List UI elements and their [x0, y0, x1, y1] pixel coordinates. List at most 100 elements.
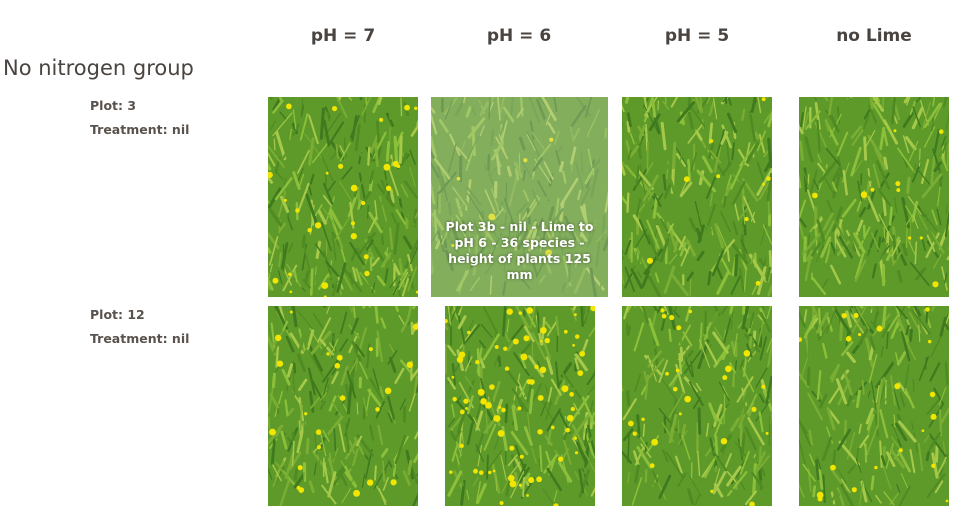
flower-dot — [289, 310, 293, 314]
flower-dot — [274, 334, 282, 342]
plot-photo-12-ph7[interactable] — [268, 306, 418, 506]
flower-dot — [590, 306, 595, 312]
flower-dot — [459, 443, 464, 449]
flower-dot — [661, 313, 667, 319]
flower-dot — [452, 396, 457, 402]
flower-dot — [350, 184, 358, 192]
flower-dot — [921, 429, 925, 433]
flower-dot — [931, 463, 936, 468]
group-title: No nitrogen group — [3, 56, 194, 80]
flower-dot — [544, 337, 551, 344]
flower-dot — [315, 429, 322, 435]
flower-dot — [478, 470, 484, 475]
flower-dot — [497, 429, 505, 437]
flower-dot — [749, 501, 755, 506]
flower-dot — [396, 164, 401, 169]
plot-photo-3-ph6[interactable]: Plot 3b - nil - Lime to pH 6 - 36 specie… — [431, 97, 608, 297]
flower-dot — [375, 407, 380, 412]
flower-dot — [925, 307, 930, 312]
flower-dot — [845, 336, 852, 342]
flower-dot — [289, 290, 293, 294]
flower-dot — [499, 501, 504, 505]
flower-dot — [489, 384, 495, 390]
plot-photo-12-ph5[interactable] — [622, 306, 772, 506]
flower-dot — [326, 352, 330, 356]
flower-dot — [475, 359, 480, 365]
flower-dot — [927, 339, 932, 344]
plot-photo-3-no-lime[interactable] — [799, 97, 949, 297]
flower-dot — [509, 445, 515, 451]
flower-dot — [509, 480, 517, 488]
flower-dot — [665, 371, 669, 376]
flower-dot — [523, 335, 530, 342]
plot-photo-12-ph6[interactable] — [445, 306, 595, 506]
flower-dot — [632, 431, 637, 436]
flower-dot — [722, 375, 728, 381]
flower-dot — [579, 350, 586, 357]
flower-dot — [361, 200, 366, 206]
flower-dot — [907, 236, 912, 240]
grass-photo-image — [622, 97, 772, 297]
flower-dot — [272, 277, 279, 284]
flower-dot — [932, 281, 939, 288]
flower-dot — [858, 332, 862, 337]
grass-photo-image — [268, 97, 418, 297]
flower-dot — [526, 307, 534, 314]
grass-photo-image — [268, 306, 418, 506]
flower-dot — [283, 198, 287, 202]
flower-dot — [751, 406, 757, 412]
flower-dot — [716, 174, 721, 179]
flower-dot — [492, 469, 496, 473]
flower-dot — [651, 438, 659, 446]
flower-dot — [561, 385, 569, 393]
flower-dot — [288, 272, 292, 277]
flower-dot — [269, 428, 276, 436]
flower-dot — [817, 496, 823, 502]
flower-dot — [316, 445, 322, 450]
flower-dot — [709, 139, 714, 143]
hover-overlay — [431, 97, 608, 297]
flower-dot — [537, 429, 543, 435]
flower-dot — [565, 427, 571, 433]
flower-dot — [501, 407, 506, 413]
plot-photo-3-ph5[interactable] — [622, 97, 772, 297]
flower-dot — [851, 487, 857, 493]
flower-dot — [553, 503, 559, 506]
flower-dot — [929, 391, 936, 398]
flower-dot — [467, 330, 471, 335]
flower-dot — [812, 192, 818, 199]
flower-dot — [676, 325, 682, 331]
flower-dot — [508, 474, 515, 482]
flower-dot — [526, 494, 529, 497]
flower-dot — [383, 163, 391, 171]
flower-dot — [512, 338, 519, 345]
flower-dot — [350, 233, 357, 240]
plot-label: Plot: 3 — [90, 98, 137, 113]
flower-dot — [414, 106, 418, 111]
grass-photo-image — [799, 306, 949, 506]
flower-dot — [894, 383, 901, 390]
flower-dot — [520, 353, 528, 361]
flower-dot — [404, 104, 410, 111]
flower-dot — [339, 395, 346, 401]
flower-dot — [672, 386, 678, 392]
plot-photo-3-ph7[interactable] — [268, 97, 418, 297]
flower-dot — [523, 158, 528, 163]
flower-dot — [573, 436, 578, 440]
flower-dot — [545, 249, 553, 257]
grass-photo-image — [445, 306, 595, 506]
grass-photo-image — [622, 306, 772, 506]
flower-dot — [465, 407, 468, 410]
flower-dot — [646, 257, 654, 264]
flower-dot — [528, 477, 535, 484]
flower-dot — [338, 163, 344, 169]
flower-dot — [577, 370, 584, 376]
flower-dot — [307, 228, 312, 233]
flower-dot — [765, 431, 769, 435]
flower-dot — [744, 217, 749, 222]
flower-dot — [517, 406, 522, 411]
flower-dot — [488, 470, 492, 475]
flower-dot — [503, 346, 508, 351]
plot-photo-12-no-lime[interactable] — [799, 306, 949, 506]
flower-dot — [841, 312, 847, 319]
